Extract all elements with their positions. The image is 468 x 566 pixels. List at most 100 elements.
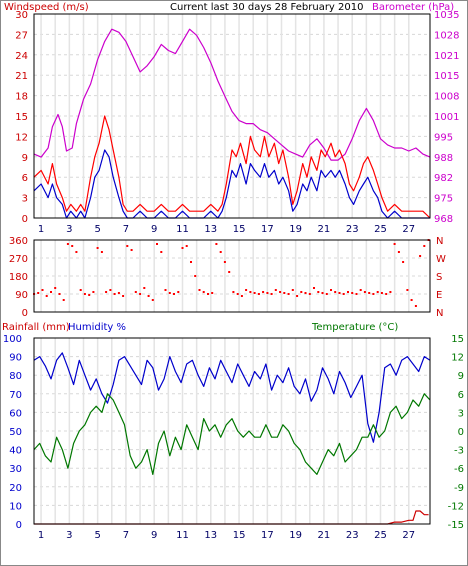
direction-point	[122, 295, 125, 297]
temperature-tick-label: -15	[448, 520, 464, 531]
day-tick-label: 1	[38, 224, 44, 235]
direction-point	[105, 291, 108, 293]
day-tick-label: 13	[204, 224, 217, 235]
direction-point	[380, 292, 383, 294]
direction-point	[228, 271, 231, 273]
humidity-tick-label: 70	[9, 390, 22, 401]
humidity-tick-label: 30	[9, 464, 22, 475]
direction-point	[351, 292, 354, 294]
direction-point	[126, 245, 129, 247]
humidity-tick-label: 50	[9, 427, 22, 438]
temperature-line	[33, 393, 431, 475]
direction-point	[92, 291, 95, 293]
direction-point	[147, 295, 150, 297]
temperature-tick-label: -3	[454, 446, 464, 457]
day-tick-label: 9	[151, 530, 157, 541]
barometer-tick-label: 1008	[434, 92, 459, 103]
direction-point	[368, 292, 371, 294]
humidity-tick-label: 40	[9, 446, 22, 457]
direction-point	[291, 289, 294, 291]
direction-point	[419, 255, 422, 257]
windspeed-tick-label: 21	[15, 71, 28, 82]
humidity-axis-label: Humidity %	[68, 322, 126, 333]
direction-point	[207, 293, 209, 295]
direction-point	[338, 292, 341, 294]
day-tick-label: 17	[261, 224, 274, 235]
direction-point	[88, 294, 91, 296]
direction-point	[139, 293, 142, 295]
day-tick-label: 11	[176, 224, 189, 235]
humidity-tick-label: 20	[9, 483, 22, 494]
direction-point	[134, 291, 137, 293]
direction-point	[283, 292, 286, 294]
barometer-line	[33, 28, 431, 161]
day-tick-label: 27	[402, 530, 415, 541]
humidity-tick-label: 0	[16, 520, 22, 531]
temperature-tick-label: 6	[458, 390, 464, 401]
direction-point	[143, 287, 146, 289]
windspeed-tick-label: 12	[15, 132, 28, 143]
direction-point	[296, 295, 299, 297]
day-tick-label: 5	[94, 224, 100, 235]
day-tick-label: 27	[402, 224, 415, 235]
direction-point	[156, 243, 158, 245]
temperature-ticks: 15 12 9 6 3 0 -3 -6 -9 -12 -15	[448, 334, 464, 531]
top-plot-border	[33, 13, 431, 219]
direction-point	[181, 247, 184, 249]
humidity-tick-label: 10	[9, 501, 22, 512]
direction-point	[211, 292, 214, 294]
direction-point	[423, 245, 426, 247]
wind-gust-line	[33, 115, 431, 219]
direction-point	[232, 291, 235, 293]
windspeed-tick-label: 30	[15, 10, 28, 21]
direction-point	[62, 299, 65, 301]
direction-point	[266, 292, 269, 294]
direction-point	[342, 293, 345, 295]
barometer-tick-label: 1015	[434, 71, 459, 82]
top-day-ticks: 1 3 5 7 9 11 13 15 17 19 21 23 25 27	[38, 224, 415, 235]
day-tick-label: 17	[261, 530, 274, 541]
direction-point	[257, 293, 260, 295]
direction-degree-tick: 180	[9, 272, 28, 283]
day-tick-label: 19	[289, 530, 302, 541]
direction-plot-border	[33, 239, 431, 313]
direction-point	[117, 292, 120, 294]
day-tick-label: 5	[94, 530, 100, 541]
direction-point	[355, 293, 358, 295]
direction-point	[385, 293, 388, 295]
rainfall-line	[34, 510, 429, 525]
day-tick-label: 15	[233, 224, 246, 235]
direction-point	[397, 251, 400, 253]
barometer-tick-label: 1028	[434, 30, 459, 41]
day-tick-label: 1	[38, 530, 44, 541]
chart-title: Current last 30 days 28 February 2010	[170, 2, 363, 13]
barometer-tick-label: 995	[434, 132, 453, 143]
windspeed-axis-label: Windspeed (m/s)	[4, 2, 89, 13]
direction-point	[308, 293, 311, 295]
humidity-tick-label: 100	[3, 334, 22, 345]
windspeed-tick-label: 9	[22, 153, 28, 164]
direction-point	[279, 291, 282, 293]
day-tick-label: 25	[374, 530, 387, 541]
direction-point	[393, 243, 396, 245]
direction-point	[109, 289, 112, 291]
direction-grid	[34, 239, 430, 313]
day-tick-label: 11	[176, 530, 189, 541]
day-tick-label: 23	[346, 530, 359, 541]
humidity-tick-label: 60	[9, 408, 22, 419]
day-tick-label: 23	[346, 224, 359, 235]
direction-degree-tick: 360	[9, 236, 28, 247]
direction-point	[151, 299, 154, 301]
windspeed-tick-label: 18	[15, 92, 28, 103]
direction-point	[79, 289, 82, 291]
direction-point	[100, 251, 103, 253]
direction-point	[198, 289, 201, 291]
direction-point	[363, 291, 366, 293]
bottom-plot-border	[33, 337, 431, 525]
direction-point	[376, 291, 379, 293]
day-tick-label: 7	[123, 224, 129, 235]
bottom-panel: Rainfall (mm) Humidity % Temperature (°C…	[2, 322, 464, 541]
